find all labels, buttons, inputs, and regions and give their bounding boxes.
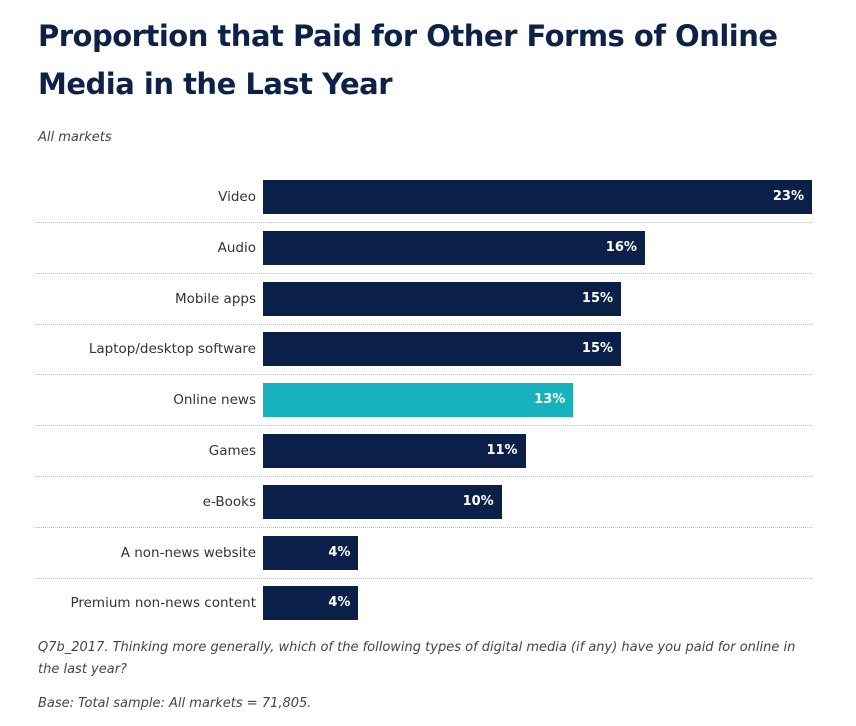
- value-label: 23%: [772, 189, 804, 204]
- category-label: Mobile apps: [174, 290, 256, 307]
- value-label: 13%: [534, 392, 566, 408]
- category-label: Audio: [217, 239, 256, 256]
- value-label: 10%: [462, 493, 494, 509]
- bar: 13%: [263, 383, 574, 418]
- row-divider: [35, 476, 812, 477]
- chart-subtitle: All markets: [38, 130, 112, 145]
- row-divider: [35, 323, 812, 325]
- value-label: 4%: [328, 544, 351, 560]
- row-divider: [35, 374, 812, 376]
- row-divider: [35, 222, 812, 223]
- category-label: A non-news website: [120, 544, 256, 561]
- value-label: 4%: [328, 595, 351, 611]
- chart-title: Proportion that Paid for Other Forms of …: [38, 19, 778, 101]
- bar: 23%: [263, 180, 812, 214]
- bar: 16%: [263, 230, 645, 265]
- bar: 10%: [263, 484, 502, 519]
- category-label: e-Books: [202, 493, 256, 510]
- row-divider: [35, 425, 812, 427]
- bar-chart: Video 23% Audio 16% Mobile apps 15% Laptop/des…: [35, 180, 812, 621]
- bar: 4%: [263, 535, 359, 570]
- row-divider: [35, 577, 812, 579]
- bar: 15%: [263, 332, 622, 367]
- row-divider: [35, 272, 812, 274]
- value-label: 11%: [486, 443, 518, 458]
- category-label: Online news: [173, 392, 256, 409]
- bar: 15%: [263, 281, 622, 316]
- value-label: 15%: [581, 290, 614, 306]
- row-divider: [35, 526, 812, 528]
- bar: 11%: [263, 434, 526, 468]
- question-note: Q7b_2017. Thinking more generally, which…: [38, 640, 796, 677]
- category-label: Premium non-news content: [70, 595, 256, 612]
- bar: 4%: [263, 586, 359, 621]
- value-label: 16%: [605, 239, 637, 255]
- category-label: Video: [218, 189, 256, 205]
- base-note: Base: Total sample: All markets = 71,805…: [38, 696, 312, 711]
- value-label: 15%: [581, 341, 614, 357]
- category-label: Games: [208, 443, 256, 459]
- category-label: Laptop/desktop software: [88, 341, 256, 358]
